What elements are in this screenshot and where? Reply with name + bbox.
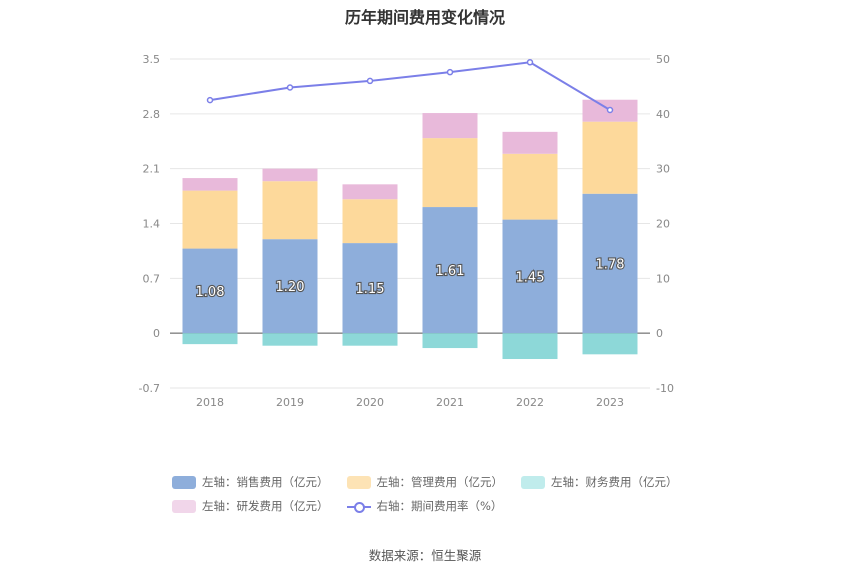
left-axis-tick-label: -0.7: [139, 382, 160, 395]
bar-segment: [502, 131, 558, 154]
expense-rate-point: [286, 84, 294, 91]
legend-swatch-admin: [346, 475, 371, 489]
bar-segment: [262, 333, 318, 346]
bar-segment: [422, 113, 478, 139]
x-axis-tick-label: 2020: [356, 396, 384, 409]
bar-segment: [582, 333, 638, 355]
expense-rate-point: [606, 106, 614, 114]
bar-segment: [342, 243, 398, 334]
expense-rate-point: [366, 77, 374, 85]
bar-segment: [342, 199, 398, 244]
legend-item-expense-rate[interactable]: 右轴：期间费用率（%）: [346, 498, 503, 514]
right-axis-tick-label: 20: [656, 218, 670, 231]
x-axis-tick-label: 2023: [596, 396, 624, 409]
legend-row-1: 左轴：销售费用（亿元） 左轴：管理费用（亿元） 左轴：财务费用（亿元）: [172, 474, 696, 490]
right-axis-tick-label: 50: [656, 53, 670, 66]
right-axis-tick-label: 40: [656, 108, 670, 121]
bar-segment: [182, 248, 238, 334]
legend-label-expense-rate: 右轴：期间费用率（%）: [376, 499, 503, 513]
legend-item-rd[interactable]: 左轴：研发费用（亿元）: [172, 498, 329, 514]
legend-item-sales[interactable]: 左轴：销售费用（亿元）: [172, 474, 329, 490]
legend-label-rd: 左轴：研发费用（亿元）: [202, 499, 329, 513]
chart-title: 历年期间费用变化情况: [344, 8, 505, 27]
x-axis-tick-label: 2019: [276, 396, 304, 409]
bar-segment: [182, 190, 238, 249]
right-axis-tick-label: 10: [656, 272, 670, 285]
bar-segment: [262, 239, 318, 334]
left-axis-tick-label: 3.5: [143, 53, 161, 66]
bar-segment: [502, 219, 558, 334]
bar-segment: [342, 333, 398, 346]
bar-data-label: 1.08: [196, 285, 225, 300]
bar-data-label: 1.45: [516, 270, 545, 285]
bar-segment: [182, 333, 238, 345]
bar-segment: [262, 168, 318, 182]
x-axis-tick-label: 2018: [196, 396, 224, 409]
bar-segment: [582, 121, 638, 194]
bar-data-label: 1.78: [596, 257, 625, 272]
legend-swatch-rd: [172, 499, 196, 513]
bar-segment: [502, 153, 558, 220]
expense-rate-point: [446, 68, 454, 76]
x-axis-tick-label: 2021: [436, 396, 464, 409]
bar-data-label: 1.61: [436, 264, 465, 279]
bar-segment: [422, 333, 478, 349]
legend-item-finance[interactable]: 左轴：财务费用（亿元）: [521, 474, 678, 490]
bar-data-label: 1.15: [356, 282, 385, 297]
left-axis-tick-label: 2.1: [143, 163, 161, 176]
left-axis-tick-label: 0: [153, 327, 160, 340]
left-axis-tick-label: 1.4: [143, 218, 161, 231]
expense-rate-line: [209, 61, 611, 111]
bar-segment: [582, 193, 638, 334]
legend-label-finance: 左轴：财务费用（亿元）: [551, 475, 678, 489]
left-axis-tick-label: 0.7: [143, 272, 161, 285]
bar-segment: [422, 207, 478, 334]
expense-rate-point: [526, 59, 534, 66]
legend-swatch-finance: [521, 475, 545, 489]
x-axis-tick-label: 2022: [516, 396, 544, 409]
bar-segment: [502, 333, 558, 360]
legend-swatch-sales: [172, 475, 196, 489]
bar-segment: [342, 184, 398, 200]
bar-segment: [262, 181, 318, 240]
right-axis-tick-label: 0: [656, 327, 663, 340]
left-axis-tick-label: 2.8: [143, 108, 161, 121]
bar-data-label: 1.20: [276, 280, 305, 295]
legend-row-2: 左轴：研发费用（亿元） 右轴：期间费用率（%）: [172, 498, 520, 514]
bar-segment: [422, 138, 478, 208]
bar-segment: [182, 178, 238, 191]
data-source: 数据来源：恒生聚源: [368, 548, 482, 563]
expense-rate-point: [206, 96, 214, 104]
legend-item-admin[interactable]: 左轴：管理费用（亿元）: [346, 474, 504, 490]
legend-swatch-expense-rate: [346, 500, 371, 513]
legend-label-admin: 左轴：管理费用（亿元）: [376, 475, 504, 489]
right-axis-tick-label: 30: [656, 163, 670, 176]
right-axis-tick-label: -10: [656, 382, 674, 395]
legend-label-sales: 左轴：销售费用（亿元）: [202, 475, 329, 489]
